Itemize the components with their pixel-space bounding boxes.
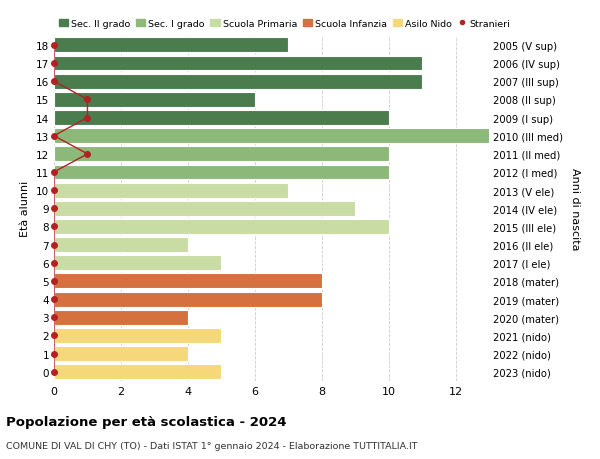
Text: COMUNE DI VAL DI CHY (TO) - Dati ISTAT 1° gennaio 2024 - Elaborazione TUTTITALIA: COMUNE DI VAL DI CHY (TO) - Dati ISTAT 1… (6, 441, 418, 450)
Bar (54, 219, 389, 235)
Point (49, 60, 59, 67)
Point (49, 205, 59, 213)
Point (49, 169, 59, 176)
Point (49, 42, 59, 50)
Point (49, 332, 59, 339)
Legend: Sec. II grado, Sec. I grado, Scuola Primaria, Scuola Infanzia, Asilo Nido, Stran: Sec. II grado, Sec. I grado, Scuola Prim… (59, 20, 511, 28)
Bar (54, 56, 422, 71)
Point (49, 278, 59, 285)
Point (49, 78, 59, 86)
Bar (54, 129, 489, 144)
Y-axis label: Anni di nascita: Anni di nascita (570, 168, 580, 250)
Point (49, 296, 59, 303)
Bar (54, 292, 322, 307)
Bar (54, 347, 188, 361)
Bar (54, 93, 255, 107)
Bar (54, 364, 221, 379)
Point (49, 187, 59, 195)
Point (49, 241, 59, 249)
Bar (54, 165, 389, 180)
Bar (54, 147, 389, 162)
Bar (54, 39, 288, 53)
Point (83, 96, 92, 104)
Bar (54, 274, 322, 289)
Bar (54, 202, 355, 216)
Text: Popolazione per età scolastica - 2024: Popolazione per età scolastica - 2024 (6, 415, 287, 428)
Bar (54, 310, 188, 325)
Point (83, 151, 92, 158)
Point (49, 223, 59, 230)
Point (49, 259, 59, 267)
Point (49, 314, 59, 321)
Y-axis label: Età alunni: Età alunni (20, 181, 31, 237)
Bar (54, 74, 422, 90)
Point (49, 133, 59, 140)
Bar (54, 256, 221, 271)
Point (83, 115, 92, 122)
Point (49, 368, 59, 375)
Point (49, 350, 59, 358)
Bar (54, 238, 188, 252)
Bar (54, 183, 288, 198)
Bar (54, 328, 221, 343)
Bar (54, 111, 389, 126)
